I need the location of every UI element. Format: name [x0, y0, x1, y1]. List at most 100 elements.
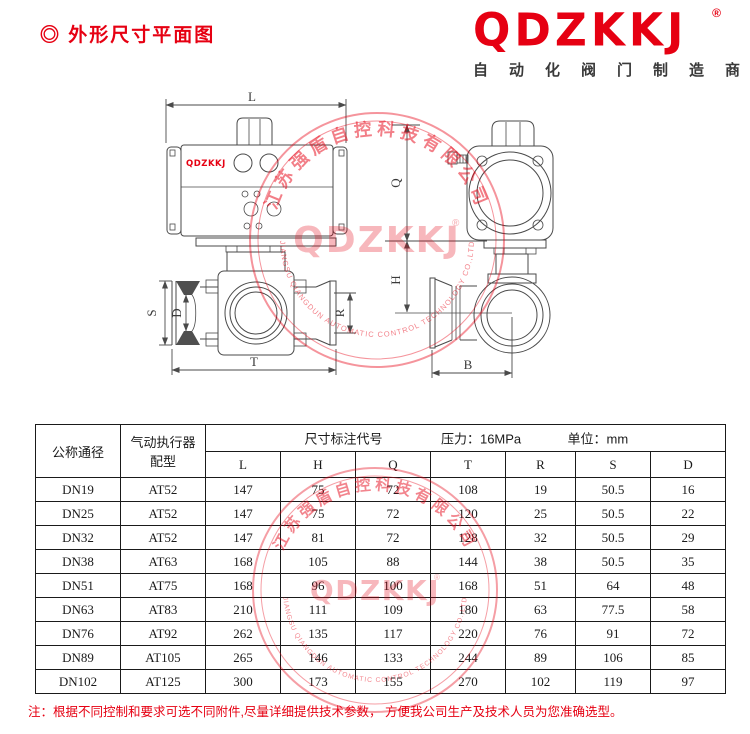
- cell-dn: DN25: [35, 501, 121, 526]
- cell-dim: 51: [505, 573, 576, 598]
- cell-dn: DN19: [35, 477, 121, 502]
- header-dn: 公称通径: [35, 424, 121, 478]
- cell-dim: 25: [505, 501, 576, 526]
- cell-dim: 109: [355, 597, 431, 622]
- header-col-Q: Q: [355, 451, 431, 478]
- cell-dim: 168: [430, 573, 506, 598]
- cell-dn: DN76: [35, 621, 121, 646]
- cell-dim: 168: [205, 573, 281, 598]
- actuator-logo-text: QDZKKJ: [186, 159, 226, 169]
- cell-dim: 97: [649, 669, 727, 694]
- cell-dim: 50.5: [575, 477, 651, 502]
- cell-dim: 32: [505, 525, 576, 550]
- cell-dim: 88: [355, 549, 431, 574]
- table-row: DN32 AT52 147 81 72 128 32 50.5 29: [35, 525, 727, 550]
- page-title-text: 外形尺寸平面图: [68, 25, 216, 46]
- cell-actuator: AT92: [120, 621, 206, 646]
- page-title: ◎ 外形尺寸平面图: [40, 20, 215, 47]
- dimension-lines: L Q H S D R T B: [144, 89, 513, 378]
- header-col-R: R: [505, 451, 576, 478]
- cell-dim: 111: [280, 597, 356, 622]
- cell-dim: 63: [505, 597, 576, 622]
- cell-dim: 168: [205, 549, 281, 574]
- header-col-D: D: [649, 451, 727, 478]
- cell-dim: 75: [280, 477, 356, 502]
- table-row: DN63 AT83 210 111 109 180 63 77.5 58: [35, 597, 727, 622]
- cell-actuator: AT125: [120, 669, 206, 694]
- header-col-S: S: [575, 451, 651, 478]
- dim-label-T: T: [250, 354, 258, 369]
- cell-actuator: AT52: [120, 477, 206, 502]
- cell-dim: 108: [430, 477, 506, 502]
- dim-label-H: H: [388, 275, 403, 284]
- cell-dim: 22: [649, 501, 727, 526]
- front-view: [166, 117, 348, 356]
- cell-dim: 146: [280, 645, 356, 670]
- brand-wordmark: QDZKKJ: [473, 3, 688, 57]
- cell-dim: 100: [355, 573, 431, 598]
- cell-actuator: AT105: [120, 645, 206, 670]
- header-actuator: 气动执行器 配型: [120, 424, 206, 478]
- cell-dim: 64: [575, 573, 651, 598]
- cell-dim: 50.5: [575, 525, 651, 550]
- cell-dim: 38: [505, 549, 576, 574]
- cell-dim: 58: [649, 597, 727, 622]
- cell-dim: 120: [430, 501, 506, 526]
- cell-dim: 135: [280, 621, 356, 646]
- cell-actuator: AT52: [120, 501, 206, 526]
- cell-dim: 89: [505, 645, 576, 670]
- cell-dn: DN89: [35, 645, 121, 670]
- table-row: DN102 AT125 300 173 155 270 102 119 97: [35, 669, 727, 694]
- header-col-L: L: [205, 451, 281, 478]
- cell-dim: 77.5: [575, 597, 651, 622]
- cell-dim: 75: [280, 501, 356, 526]
- cell-dim: 119: [575, 669, 651, 694]
- dimension-drawing: L Q H S D R T B QDZKKJ: [144, 89, 554, 378]
- bullseye-icon: ◎: [40, 25, 62, 46]
- cell-dim: 144: [430, 549, 506, 574]
- cell-dn: DN63: [35, 597, 121, 622]
- cell-dim: 72: [355, 501, 431, 526]
- brand-logo: QDZKKJ ® 自动化阀门制造商: [473, 3, 740, 80]
- cell-dim: 96: [280, 573, 356, 598]
- table-row: DN25 AT52 147 75 72 120 25 50.5 22: [35, 501, 727, 526]
- cell-dim: 300: [205, 669, 281, 694]
- cell-actuator: AT83: [120, 597, 206, 622]
- cell-dim: 72: [355, 525, 431, 550]
- cell-dim: 72: [355, 477, 431, 502]
- cell-actuator: AT52: [120, 525, 206, 550]
- header-actuator-line1: 气动执行器: [130, 435, 196, 450]
- cell-dim: 220: [430, 621, 506, 646]
- cell-dn: DN32: [35, 525, 121, 550]
- cell-dim: 147: [205, 477, 281, 502]
- cell-dim: 262: [205, 621, 281, 646]
- dim-label-R: R: [332, 308, 347, 317]
- cell-dim: 210: [205, 597, 281, 622]
- cell-dim: 85: [649, 645, 727, 670]
- cell-dim: 173: [280, 669, 356, 694]
- cell-dim: 50.5: [575, 549, 651, 574]
- side-view: [429, 120, 554, 354]
- cell-dn: DN51: [35, 573, 121, 598]
- dim-label-L: L: [248, 89, 256, 104]
- dimension-table: 公称通径 气动执行器 配型 尺寸标注代号 压力：16MPa 单位：mm L H …: [35, 424, 727, 694]
- cell-dim: 16: [649, 477, 727, 502]
- cell-dim: 155: [355, 669, 431, 694]
- header-col-T: T: [430, 451, 506, 478]
- cell-dim: 91: [575, 621, 651, 646]
- cell-actuator: AT75: [120, 573, 206, 598]
- cell-dim: 244: [430, 645, 506, 670]
- cell-dim: 147: [205, 501, 281, 526]
- cell-dim: 19: [505, 477, 576, 502]
- cell-dim: 48: [649, 573, 727, 598]
- cell-dim: 133: [355, 645, 431, 670]
- cell-dim: 270: [430, 669, 506, 694]
- table-row: DN51 AT75 168 96 100 168 51 64 48: [35, 573, 727, 598]
- cell-dim: 106: [575, 645, 651, 670]
- registered-mark: ®: [712, 6, 721, 20]
- table-row: DN76 AT92 262 135 117 220 76 91 72: [35, 621, 727, 646]
- footnote: 注：根据不同控制和要求可选不同附件,尽量详细提供技术参数， 方便我公司生产及技术…: [28, 705, 623, 719]
- dim-label-D: D: [169, 308, 184, 317]
- cell-dn: DN38: [35, 549, 121, 574]
- cell-dim: 50.5: [575, 501, 651, 526]
